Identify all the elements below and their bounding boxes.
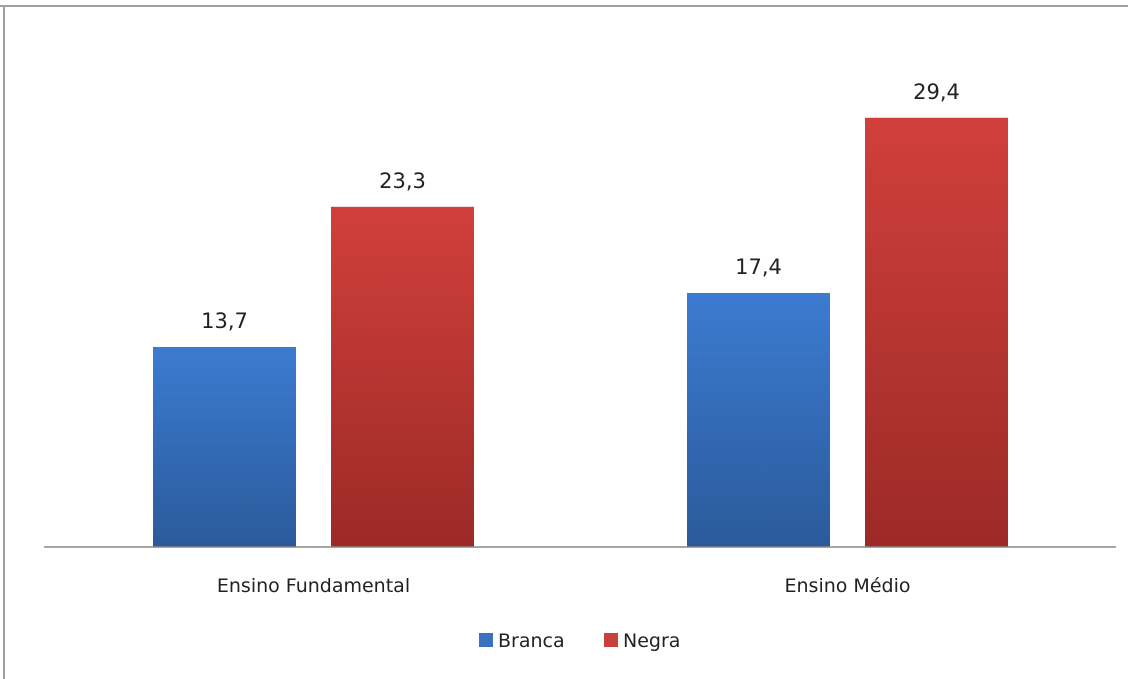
bar-branca-ensino-medio (687, 292, 830, 547)
value-label-branca-ensino-fundamental: 13,7 (201, 309, 248, 333)
legend-label-branca: Branca (498, 630, 565, 652)
category-label-ensino-medio: Ensino Médio (785, 575, 911, 597)
bar-negra-ensino-fundamental (331, 206, 474, 547)
value-label-negra-ensino-medio: 29,4 (913, 80, 960, 104)
legend-swatch-branca (479, 633, 493, 647)
legend: Branca Negra (479, 630, 680, 652)
legend-swatch-negra (604, 633, 618, 647)
bar-branca-ensino-fundamental (153, 346, 296, 547)
value-label-branca-ensino-medio: 17,4 (735, 255, 782, 279)
bar-negra-ensino-medio (865, 117, 1008, 547)
bars-layer (153, 117, 1008, 547)
category-label-ensino-fundamental: Ensino Fundamental (217, 575, 410, 597)
value-label-negra-ensino-fundamental: 23,3 (379, 169, 426, 193)
legend-label-negra: Negra (623, 630, 680, 652)
category-labels: Ensino Fundamental Ensino Médio (217, 575, 911, 597)
labels-layer: 13,7 23,3 17,4 29,4 (201, 80, 960, 333)
